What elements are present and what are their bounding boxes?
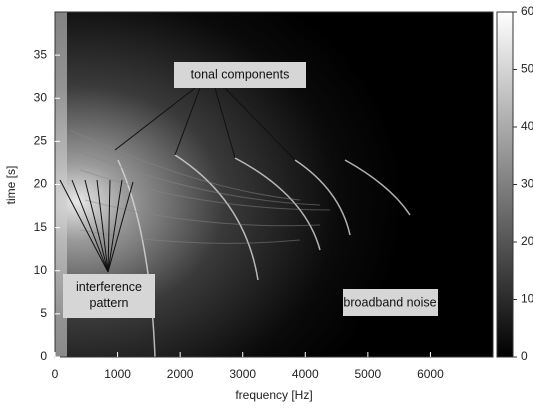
x-tick-label: 4000 — [292, 367, 319, 381]
y-tick-label: 0 — [40, 349, 47, 363]
colorbar — [496, 11, 514, 358]
x-tick-label: 5000 — [355, 367, 382, 381]
colorbar-tick-label: 50 — [521, 62, 533, 76]
annotation-box — [174, 62, 306, 88]
annotation-wrap: interference pattern — [75, 280, 142, 310]
x-tick-label: 0 — [52, 367, 59, 381]
x-tick-label: 1000 — [104, 367, 131, 381]
annotation-box — [343, 289, 438, 316]
colorbar-tick-label: 0 — [521, 349, 528, 363]
annotation-arrows — [59, 87, 296, 273]
y-tick-label: 10 — [34, 263, 48, 277]
colorbar-tick-label: 30 — [521, 177, 533, 191]
colorbar-tick-label: 10 — [521, 292, 533, 306]
x-tick-label: 2000 — [167, 367, 194, 381]
y-tick-label: 15 — [34, 220, 48, 234]
annotation: broadband noise — [343, 295, 436, 309]
y-tick-label: 35 — [34, 47, 48, 61]
y-axis-label: time [s] — [4, 166, 18, 205]
annotation: tonal components — [191, 67, 290, 81]
y-tick-label: 20 — [34, 177, 48, 191]
y-tick-label: 30 — [34, 90, 48, 104]
x-axis-label: frequency [Hz] — [235, 388, 312, 402]
colorbar-tick-label: 60 — [521, 4, 533, 18]
annotation: interference pattern — [75, 280, 142, 310]
colorbar-tick-label: 40 — [521, 119, 533, 133]
x-tick-label: 3000 — [229, 367, 256, 381]
colorbar-tick-label: 20 — [521, 234, 533, 248]
x-tick-label: 6000 — [417, 367, 444, 381]
interference-fringes — [69, 129, 331, 244]
y-tick-label: 25 — [34, 134, 48, 148]
y-tick-label: 5 — [40, 306, 47, 320]
annotation-box — [63, 274, 155, 318]
